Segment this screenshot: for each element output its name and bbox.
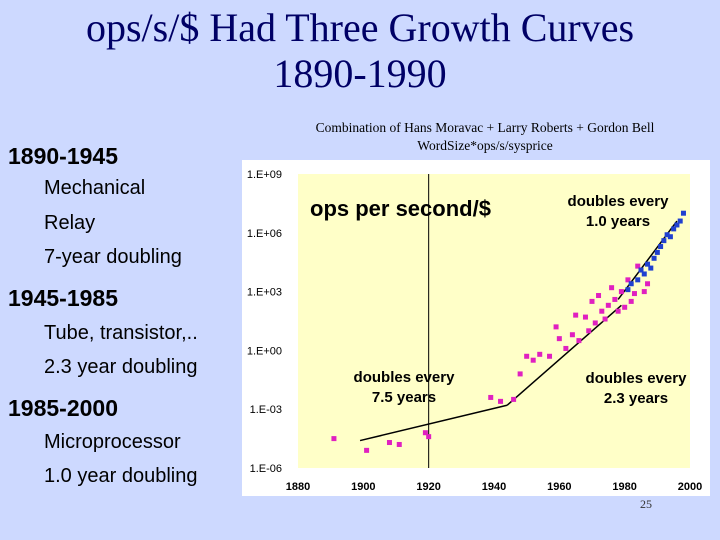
chart-source-line1: Combination of Hans Moravac + Larry Robe… [315, 120, 655, 135]
magenta-data-point [426, 434, 432, 440]
magenta-data-point [422, 430, 428, 436]
magenta-data-point [386, 440, 392, 446]
magenta-data-point [517, 371, 523, 377]
magenta-data-point [569, 332, 575, 338]
annotation-1: doubles every 7.5 years [354, 369, 456, 406]
magenta-data-point [602, 316, 608, 322]
era-1-line-1: Mechanical [44, 177, 146, 199]
magenta-data-point [582, 314, 588, 320]
blue-data-point [628, 281, 634, 287]
magenta-data-point [563, 345, 569, 351]
magenta-data-point [396, 441, 402, 447]
y-tick-label: 1.E-03 [250, 404, 282, 416]
annotation-3: doubles every 1.0 years [568, 193, 670, 230]
x-tick-label: 1900 [351, 481, 375, 493]
slide-title-line2: 1890-1990 [273, 51, 447, 96]
era-heading-1985-2000: 1985-2000 [8, 395, 118, 421]
magenta-data-point [625, 277, 631, 283]
magenta-data-point [498, 398, 504, 404]
y-tick-label: 1.E+03 [247, 287, 282, 299]
magenta-data-point [530, 357, 536, 363]
magenta-data-point [615, 308, 621, 314]
y-tick-label: 1.E-06 [250, 463, 282, 475]
x-tick-label: 2000 [678, 481, 702, 493]
magenta-data-point [364, 447, 370, 453]
blue-data-point [645, 261, 651, 267]
magenta-data-point [641, 289, 647, 295]
blue-data-point [635, 277, 641, 283]
blue-data-point [671, 226, 677, 232]
blue-data-point [661, 238, 667, 244]
magenta-data-point [618, 289, 624, 295]
era-3-line-2: 1.0 year doubling [44, 465, 198, 487]
blue-data-point [638, 267, 644, 273]
y-tick-label: 1.E+09 [247, 169, 282, 181]
blue-data-point [677, 218, 683, 224]
magenta-data-point [488, 394, 494, 400]
chart-title: ops per second/$ [310, 196, 491, 221]
magenta-data-point [589, 298, 595, 304]
plot-area [298, 174, 690, 468]
blue-data-point [651, 255, 657, 261]
magenta-data-point [599, 308, 605, 314]
magenta-data-point [628, 298, 634, 304]
annotation-2: doubles every 2.3 years [586, 370, 688, 407]
era-heading-1945-1985: 1945-1985 [8, 285, 118, 311]
y-tick-label: 1.E+06 [247, 228, 282, 240]
era-heading-1890-1945: 1890-1945 [8, 143, 118, 169]
blue-data-point [625, 287, 631, 293]
era-1-line-2: Relay [44, 212, 96, 234]
magenta-data-point [537, 351, 543, 357]
magenta-data-point [576, 338, 582, 344]
magenta-data-point [553, 324, 559, 330]
magenta-data-point [645, 281, 651, 287]
magenta-data-point [609, 285, 615, 291]
magenta-data-point [631, 291, 637, 297]
magenta-data-point [524, 353, 530, 359]
era-3-line-1: Microprocessor [44, 431, 181, 453]
trend-line-2 [506, 304, 622, 406]
blue-data-point [664, 232, 670, 238]
page-number: 25 [640, 497, 652, 511]
blue-data-point [654, 249, 660, 255]
magenta-data-point [605, 302, 611, 308]
magenta-data-point [573, 312, 579, 318]
magenta-data-point [612, 296, 618, 302]
trend-line-1 [359, 404, 508, 442]
blue-data-point [648, 265, 654, 271]
magenta-data-point [511, 396, 517, 402]
magenta-data-point [556, 336, 562, 342]
magenta-data-point [586, 328, 592, 334]
magenta-data-point [635, 263, 641, 269]
x-tick-label: 1980 [612, 481, 636, 493]
blue-data-point [658, 244, 664, 250]
x-tick-label: 1960 [547, 481, 571, 493]
x-tick-label: 1920 [416, 481, 440, 493]
magenta-data-point [331, 436, 337, 442]
era-1-line-3: 7-year doubling [44, 246, 182, 268]
magenta-data-point [547, 353, 553, 359]
x-tick-label: 1940 [482, 481, 506, 493]
era-2-line-1: Tube, transistor,.. [44, 322, 198, 344]
magenta-data-point [622, 304, 628, 310]
blue-data-point [667, 234, 673, 240]
magenta-data-point [592, 320, 598, 326]
y-tick-label: 1.E+00 [247, 345, 282, 357]
blue-data-point [641, 271, 647, 277]
slide-title-line1: ops/s/$ Had Three Growth Curves [85, 5, 635, 50]
magenta-data-point [596, 293, 602, 299]
blue-data-point [680, 210, 686, 216]
x-tick-label: 1880 [286, 481, 310, 493]
chart-source-line2: WordSize*ops/s/sysprice [417, 138, 553, 153]
era-2-line-2: 2.3 year doubling [44, 356, 198, 378]
growth-chart: 1.E-06 1.E-03 1.E+00 1.E+03 1.E+06 1.E+09 188… [242, 160, 710, 496]
blue-data-point [674, 222, 680, 228]
